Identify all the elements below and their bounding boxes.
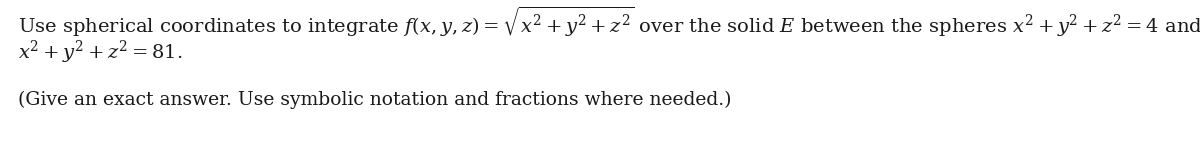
Text: $x^2 + y^2 + z^2 = 81.$: $x^2 + y^2 + z^2 = 81.$ xyxy=(18,38,182,66)
Text: (Give an exact answer. Use symbolic notation and fractions where needed.): (Give an exact answer. Use symbolic nota… xyxy=(18,91,732,109)
Text: Use spherical coordinates to integrate $f(x, y, z) = \sqrt{x^2 + y^2 + z^2}$ ove: Use spherical coordinates to integrate $… xyxy=(18,5,1200,39)
